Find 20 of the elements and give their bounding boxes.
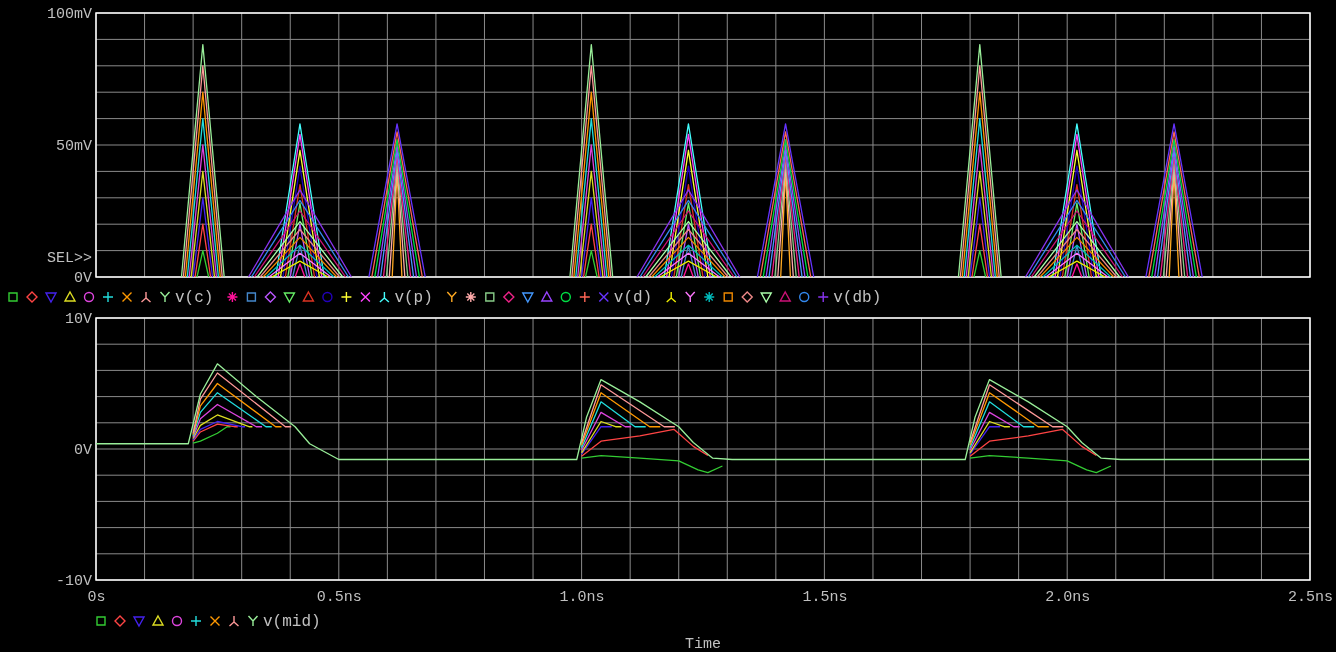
y-tick-label: 50mV xyxy=(55,138,92,156)
x-tick-label: 0s xyxy=(87,588,106,606)
x-axis-title: Time xyxy=(684,636,722,652)
x-tick-label: 2.0ns xyxy=(1045,588,1091,606)
y-tick-label: 100mV xyxy=(46,6,92,24)
x-tick-label: 1.0ns xyxy=(559,588,605,606)
y-tick-label: 10V xyxy=(64,311,92,329)
x-tick-label: 2.5ns xyxy=(1287,588,1334,606)
line-series xyxy=(95,363,1311,461)
legend-label: v(p) xyxy=(394,289,433,307)
y-tick-label: 0V xyxy=(73,270,92,288)
x-tick-label: 1.5ns xyxy=(802,588,848,606)
legend-label: v(c) xyxy=(175,289,214,307)
text: SEL>> xyxy=(46,250,92,267)
y-tick-label: -10V xyxy=(55,573,92,591)
legend-label: v(d) xyxy=(613,289,653,307)
legend-label: v(db) xyxy=(833,289,882,307)
y-tick-label: 0V xyxy=(73,442,92,460)
x-tick-label: 0.5ns xyxy=(316,588,362,606)
legend-label: v(mid) xyxy=(263,613,321,631)
